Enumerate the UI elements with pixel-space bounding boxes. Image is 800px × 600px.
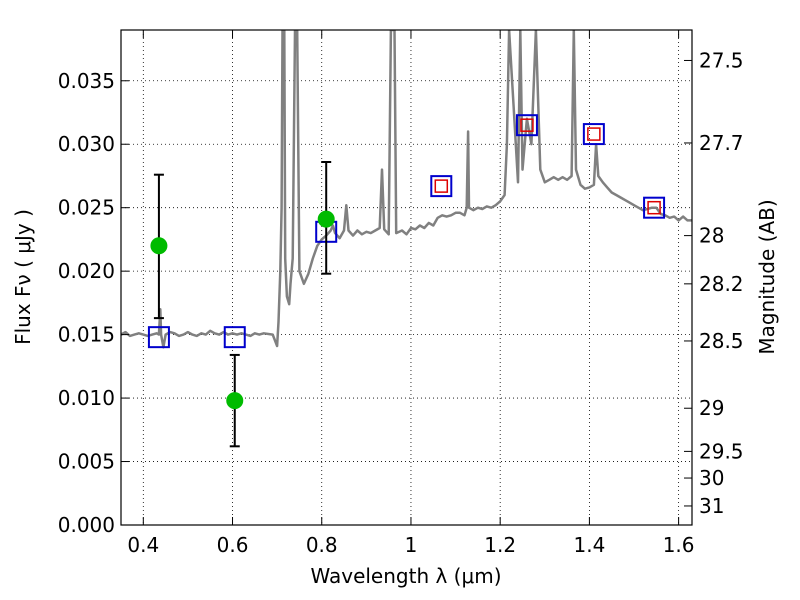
x-tick-label: 0.4 <box>127 533 159 557</box>
measured-photometry-marker <box>520 118 534 132</box>
plot-background <box>121 30 692 525</box>
markers-layer <box>147 114 666 448</box>
y-tick-label: 0.020 <box>58 259 115 283</box>
model-photometry-marker <box>582 123 605 146</box>
right-tick-label: 28.5 <box>699 329 744 353</box>
right-tick-label: 29.5 <box>699 439 744 463</box>
x-tick-label: 0.6 <box>217 533 249 557</box>
model-photometry-marker <box>223 326 246 349</box>
y-tick-label: 0.010 <box>58 386 115 410</box>
right-tick-label: 30 <box>699 466 724 490</box>
y-tick-label: 0.025 <box>58 196 115 220</box>
y-tick-label: 0.035 <box>58 69 115 93</box>
y-tick-label: 0.015 <box>58 323 115 347</box>
x-tick-label: 0.8 <box>306 533 338 557</box>
right-tick-label: 28 <box>699 224 724 248</box>
x-axis-label: Wavelength λ (μm) <box>310 564 501 588</box>
right-tick-label: 31 <box>699 494 724 518</box>
y-tick-label: 0.000 <box>58 513 115 537</box>
spectrum-layer <box>121 30 692 349</box>
ticks-layer: 0.4 0.6 0.8 1 1.2 1.4 1.6 0.000 0.005 0.010 0.015 0… <box>58 30 744 557</box>
grid <box>121 30 692 525</box>
measured-photometry-marker <box>587 127 601 141</box>
right-tick-label: 28.2 <box>699 272 744 296</box>
model-photometry-marker <box>643 196 666 219</box>
y-axis-label: Flux Fν ( μJy ) <box>11 209 35 345</box>
x-tick-label: 1.2 <box>484 533 516 557</box>
model-photometry-marker <box>147 326 170 349</box>
measured-photometry-marker <box>647 200 661 215</box>
measured-photometry-marker <box>434 179 449 193</box>
right-tick-label: 27.7 <box>699 131 744 155</box>
observed-flux-point <box>150 237 168 255</box>
right-axis-label: Magnitude (AB) <box>755 199 779 354</box>
y-tick-label: 0.030 <box>58 132 115 156</box>
x-tick-label: 1 <box>405 533 418 557</box>
right-tick-label: 29 <box>699 396 724 420</box>
right-tick-label: 27.5 <box>699 48 744 72</box>
y-tick-label: 0.005 <box>58 450 115 474</box>
observed-flux-point <box>226 392 244 410</box>
x-tick-label: 1.4 <box>573 533 605 557</box>
spectrum-line <box>121 30 692 349</box>
x-tick-label: 1.6 <box>663 533 695 557</box>
observed-flux-point <box>317 210 335 228</box>
model-photometry-marker <box>515 114 538 137</box>
plot-frame <box>120 29 693 526</box>
model-photometry-marker <box>430 175 453 198</box>
